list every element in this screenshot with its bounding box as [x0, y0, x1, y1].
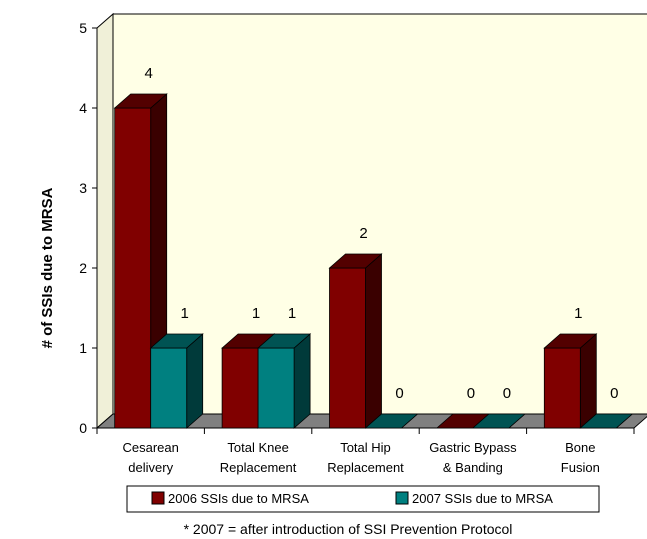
category-label: Replacement: [327, 460, 404, 475]
y-axis: 0 1 2 3 4 5: [79, 20, 98, 436]
bar-side-face: [186, 333, 204, 429]
legend-label-2007: 2007 SSIs due to MRSA: [412, 491, 553, 506]
bar: [328, 253, 383, 429]
legend-label-2006: 2006 SSIs due to MRSA: [168, 491, 309, 506]
bar-side-face: [365, 253, 382, 429]
chart-back-wall: [96, 12, 647, 430]
category-label: Total Hip: [340, 440, 391, 455]
bar-top-face: [328, 253, 383, 269]
side-wall-panel: [96, 12, 114, 430]
bar: [364, 413, 419, 429]
category-label: Bone: [565, 440, 595, 455]
category-label: Fusion: [561, 460, 600, 475]
bar-side-face: [293, 333, 311, 429]
category-label: Cesarean: [123, 440, 179, 455]
bar-top-face: [364, 413, 419, 429]
bar-front-face: [543, 347, 581, 429]
legend-box: [126, 485, 600, 513]
bar: [543, 333, 598, 429]
data-label: 0: [610, 385, 618, 402]
y-tick-label: 3: [79, 180, 87, 196]
y-tick-label: 5: [79, 20, 87, 36]
y-tick-label: 2: [79, 260, 87, 276]
data-labels: 4 1 1 1 2 0 0 0 1 0: [145, 65, 619, 402]
footnote: * 2007 = after introduction of SSI Preve…: [184, 521, 513, 537]
y-axis-title: # of SSIs due to MRSA: [39, 187, 56, 348]
category-label: Replacement: [220, 460, 297, 475]
bar-top-face: [471, 413, 526, 429]
bar-top-face: [543, 333, 598, 349]
legend-swatch-2007: [395, 491, 409, 505]
bar-top-face: [113, 93, 168, 109]
bar-top-face: [257, 333, 312, 349]
data-label: 1: [288, 305, 296, 322]
legend-swatch-2006: [151, 491, 165, 505]
bar-top-face: [149, 333, 204, 349]
bar-front-face: [257, 347, 295, 429]
legend-item-2007: 2007 SSIs due to MRSA: [395, 491, 553, 506]
legend: 2006 SSIs due to MRSA 2007 SSIs due to M…: [126, 485, 600, 513]
bar: [257, 333, 312, 429]
bar-side-face: [579, 333, 597, 429]
data-label: 0: [467, 385, 475, 402]
category-label: delivery: [128, 460, 173, 475]
data-label: 0: [395, 385, 403, 402]
category-label: Gastric Bypass: [429, 440, 517, 455]
bar-front-face: [329, 267, 366, 429]
bar: [471, 413, 526, 429]
data-label: 4: [145, 65, 153, 82]
legend-item-2006: 2006 SSIs due to MRSA: [151, 491, 309, 506]
bar-top-face: [579, 413, 634, 429]
data-label: 1: [181, 305, 189, 322]
y-tick-label: 1: [79, 340, 87, 356]
category-label: Total Knee: [227, 440, 288, 455]
bar-front-face: [221, 347, 259, 429]
bar: [579, 413, 634, 429]
data-label: 1: [574, 305, 582, 322]
y-tick-label: 4: [79, 100, 87, 116]
x-axis: Cesarean delivery Total Knee Replacement Tot…: [96, 427, 635, 475]
category-label: & Banding: [443, 460, 503, 475]
y-tick-label: 0: [79, 420, 87, 436]
data-label: 1: [252, 305, 260, 322]
bar-front-face: [114, 107, 152, 429]
bars: [113, 93, 634, 429]
data-label: 0: [503, 385, 511, 402]
bar: [149, 333, 204, 429]
bar-front-face: [150, 347, 188, 429]
data-label: 2: [359, 225, 367, 242]
